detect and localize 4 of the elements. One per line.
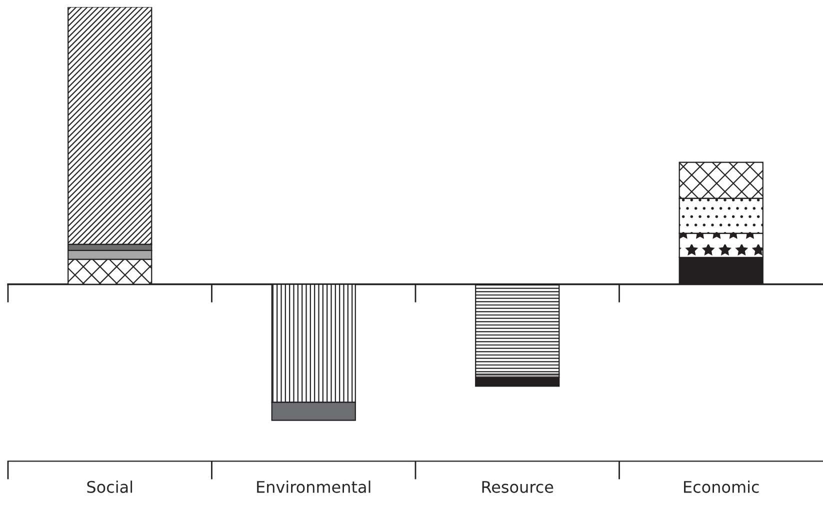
x-tick-label: Resource: [482, 481, 554, 493]
x-tick-label: Social: [87, 480, 132, 493]
x-tick-label: Environmental: [257, 480, 370, 493]
x-tick-label: Economic: [684, 480, 759, 493]
